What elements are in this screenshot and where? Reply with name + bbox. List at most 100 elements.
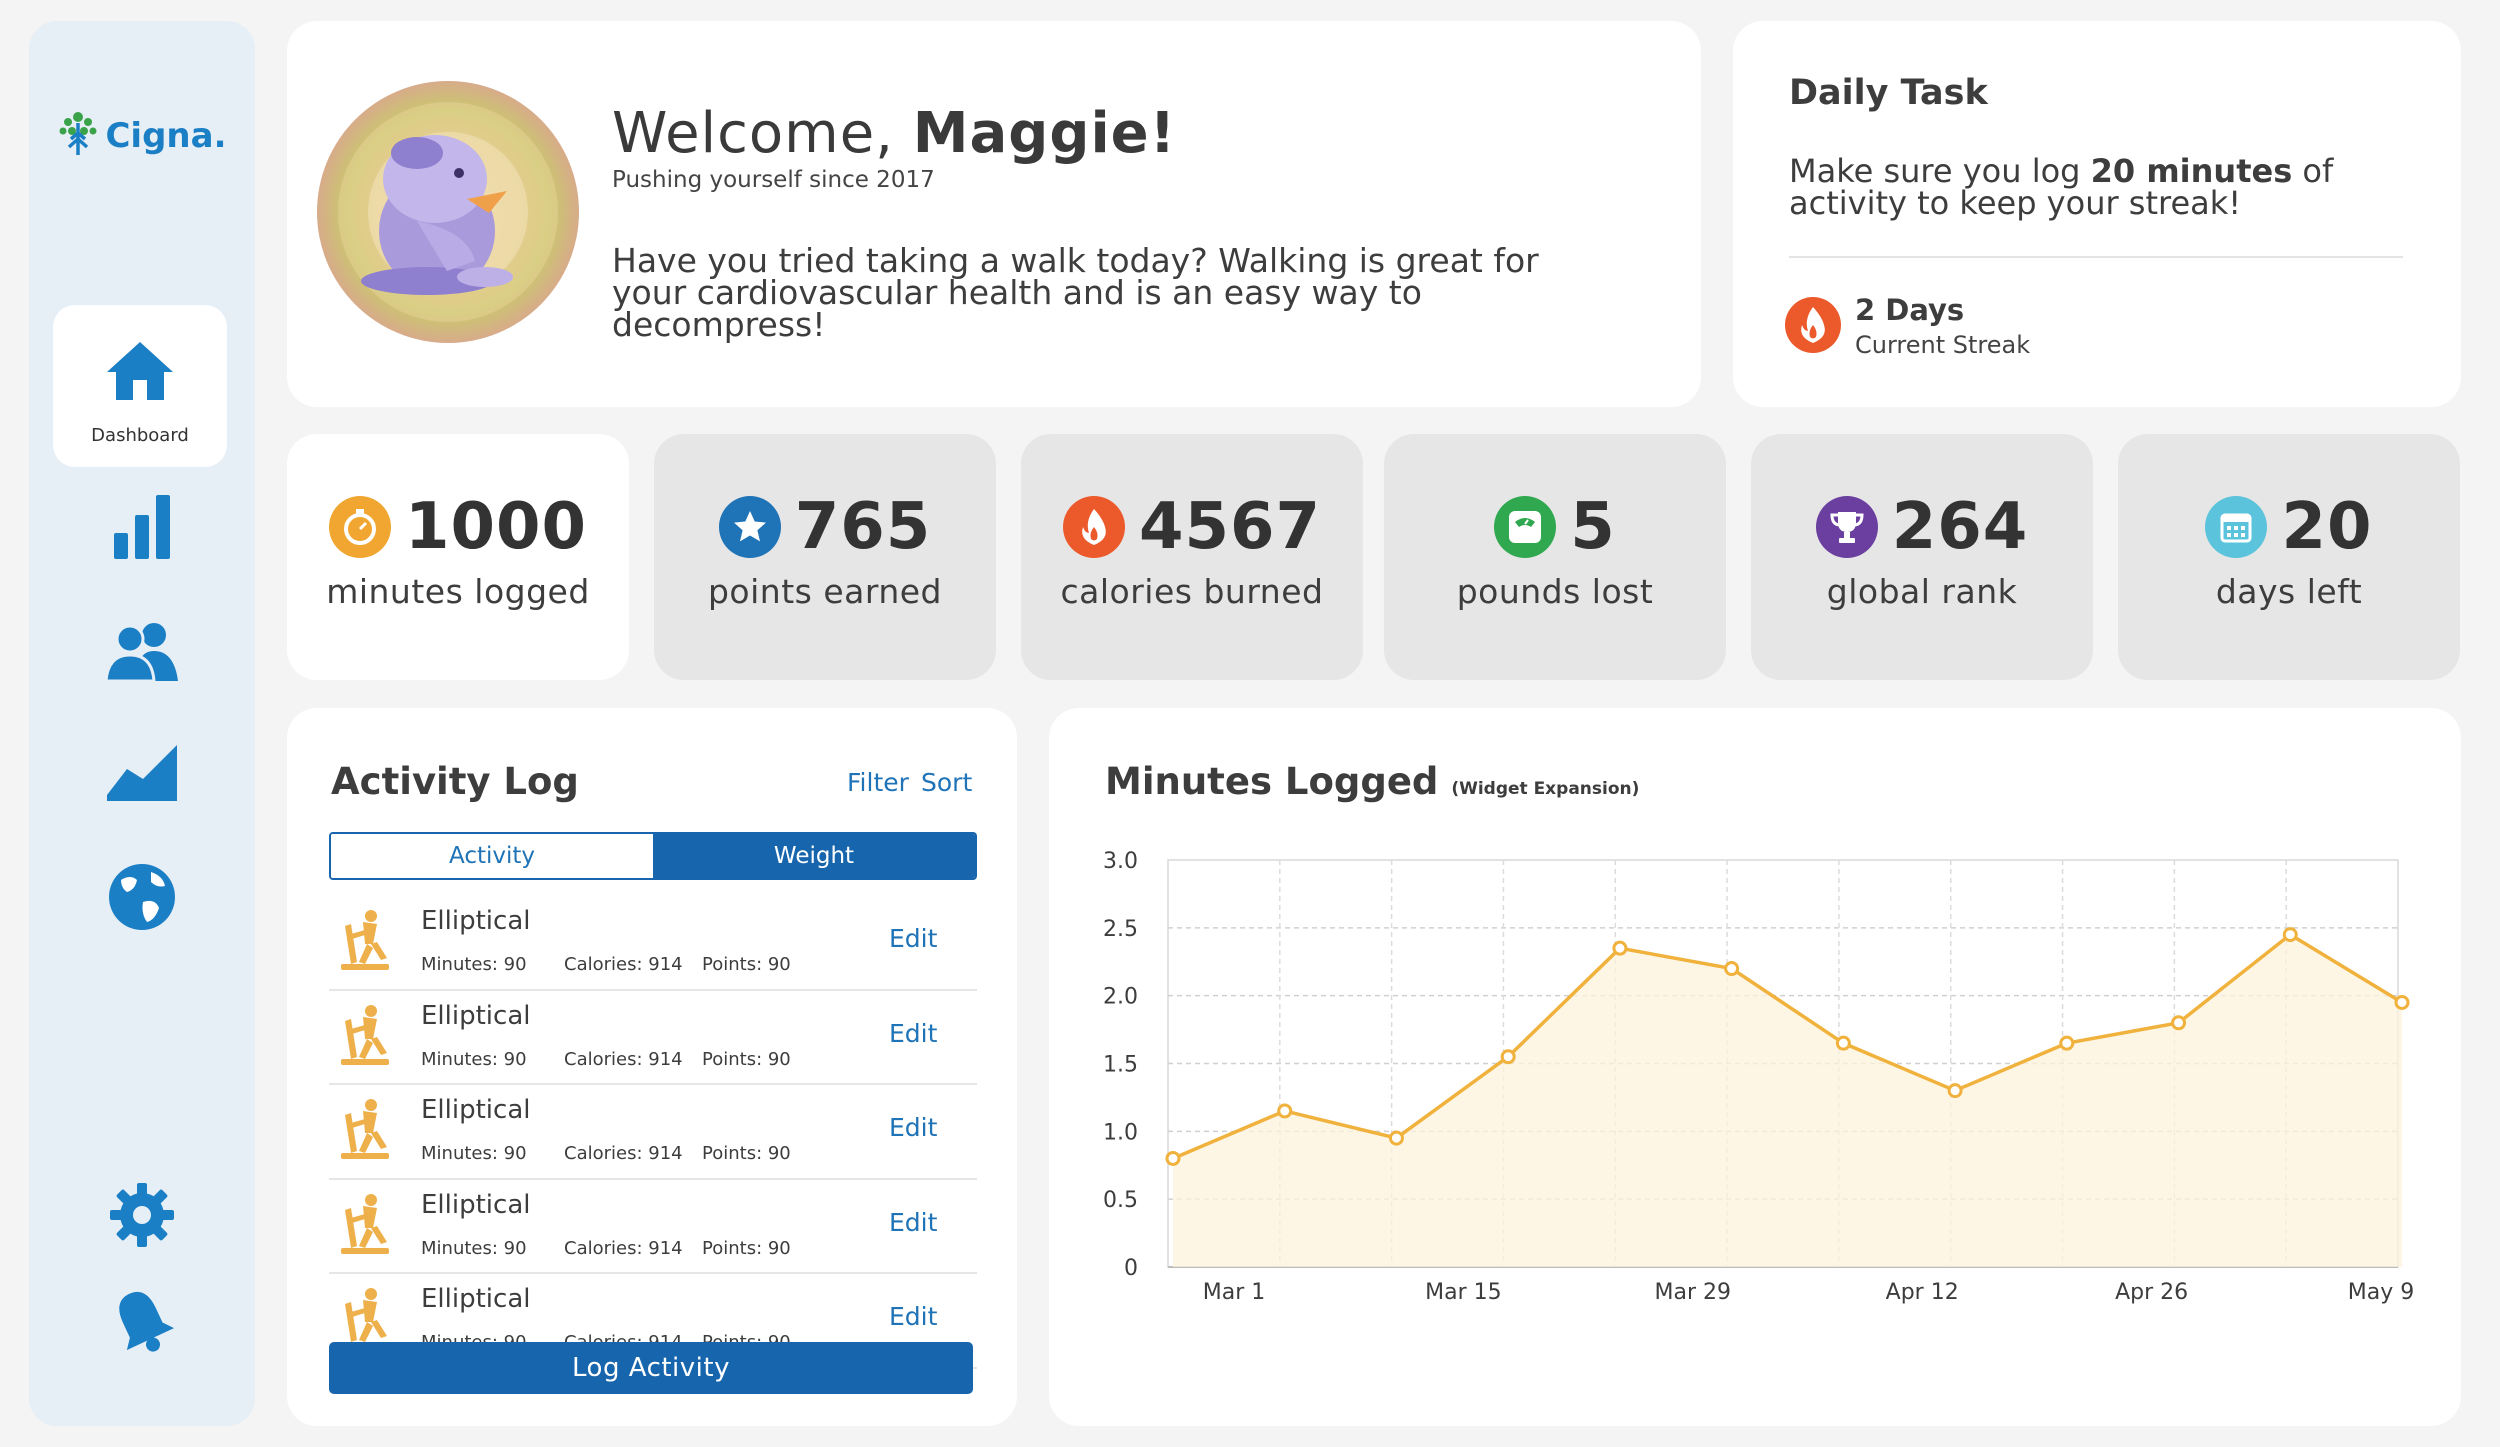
edit-link[interactable]: Edit <box>889 1302 938 1331</box>
nav-dashboard[interactable]: Dashboard <box>53 305 227 467</box>
welcome-greeting: Welcome, <box>612 101 913 166</box>
data-point <box>1947 1083 1963 1099</box>
y-tick-label: 3.0 <box>1103 849 1138 874</box>
filter-link[interactable]: Filter <box>847 768 909 797</box>
gear-icon[interactable] <box>98 1171 186 1259</box>
daily-task-title: Daily Task <box>1789 73 1988 113</box>
x-tick-label: Mar 15 <box>1425 1280 1502 1305</box>
x-tick-label: Apr 12 <box>1886 1280 1959 1305</box>
stat-label: days left <box>2215 572 2363 611</box>
elliptical-icon <box>337 1003 393 1069</box>
star-icon <box>718 496 781 558</box>
x-tick-label: May 9 <box>2348 1280 2414 1305</box>
trend-icon[interactable] <box>98 729 186 817</box>
activity-row: Elliptical Minutes: 90 Calories: 914 Points… <box>329 1180 977 1274</box>
chart-title: Minutes Logged (Widget Expansion) <box>1105 760 1639 803</box>
stat-label: calories burned <box>1060 572 1324 611</box>
chart-subtitle: (Widget Expansion) <box>1451 779 1640 799</box>
activity-calories: Calories: 914 <box>564 1143 683 1164</box>
minutes-logged-chart: 0 0.5 1.0 1.5 2.0 2.5 3.0 Mar 1 Mar 15 Mar 29 Apr … <box>1103 849 2414 1305</box>
log-activity-button[interactable]: Log Activity <box>329 1342 973 1394</box>
scale-icon <box>1494 496 1557 558</box>
activity-row: Elliptical Minutes: 90 Calories: 914 Points… <box>329 1085 977 1180</box>
avatar <box>317 81 579 343</box>
data-point <box>1277 1103 1293 1119</box>
elliptical-icon <box>337 908 393 974</box>
elliptical-icon <box>337 1097 393 1163</box>
activity-log-tabs: Activity Weight <box>329 832 977 880</box>
data-point <box>1724 961 1740 977</box>
data-point <box>1388 1130 1404 1146</box>
edit-link[interactable]: Edit <box>889 1018 938 1048</box>
activity-calories: Calories: 914 <box>564 1048 683 1070</box>
activity-log-card: Activity Log Filter Sort Activity Weight… <box>287 708 1017 1426</box>
divider <box>1789 256 2403 258</box>
calendar-icon <box>2205 496 2268 558</box>
globe-icon[interactable] <box>98 853 186 941</box>
welcome-card: Welcome, Maggie! Pushing yourself since … <box>287 21 1701 407</box>
y-tick-label: 2.5 <box>1103 917 1138 942</box>
nav-dashboard-label: Dashboard <box>91 425 189 446</box>
welcome-user-name: Maggie! <box>912 101 1177 166</box>
activity-calories: Calories: 914 <box>564 1237 683 1259</box>
activity-points: Points: 90 <box>702 954 791 975</box>
stat-value: 1000 <box>404 490 588 564</box>
edit-link[interactable]: Edit <box>889 1207 938 1237</box>
tab-activity[interactable]: Activity <box>331 834 653 878</box>
stat-label: pounds lost <box>1456 572 1654 611</box>
activity-minutes: Minutes: 90 <box>421 1143 527 1164</box>
bell-icon[interactable] <box>98 1277 186 1365</box>
y-tick-label: 2.0 <box>1103 985 1138 1010</box>
x-tick-label: Mar 1 <box>1203 1280 1266 1305</box>
daily-task-text-before: Make sure you log <box>1789 152 2091 190</box>
sort-link[interactable]: Sort <box>921 768 973 797</box>
elliptical-icon <box>337 1192 393 1258</box>
cigna-logo[interactable]: Cigna. <box>29 109 255 166</box>
data-point <box>2059 1035 2075 1051</box>
stat-value: 4567 <box>1138 490 1322 564</box>
people-icon[interactable] <box>98 607 186 695</box>
edit-link[interactable]: Edit <box>889 1113 938 1142</box>
activity-name: Elliptical <box>421 1284 531 1314</box>
y-tick-label: 1.0 <box>1103 1120 1138 1145</box>
welcome-subtitle: Pushing yourself since 2017 <box>612 167 935 193</box>
streak-days: 2 Days <box>1855 293 1965 327</box>
flame-icon <box>1785 297 1841 353</box>
edit-link[interactable]: Edit <box>889 924 938 953</box>
streak-label: Current Streak <box>1855 331 2031 359</box>
data-point <box>1835 1035 1851 1051</box>
stat-global-rank[interactable]: 264 global rank <box>1751 434 2093 680</box>
stat-minutes-logged[interactable]: 1000 minutes logged <box>287 434 629 680</box>
tree-logo-icon <box>57 109 99 166</box>
tab-weight[interactable]: Weight <box>653 834 975 878</box>
flame-icon <box>1062 496 1125 558</box>
stopwatch-icon <box>328 496 391 558</box>
stat-pounds-lost[interactable]: 5 pounds lost <box>1384 434 1726 680</box>
stat-value: 5 <box>1570 490 1616 564</box>
activity-row: Elliptical Minutes: 90 Calories: 914 Points… <box>329 991 977 1085</box>
data-point <box>1612 940 1628 956</box>
stat-value: 20 <box>2281 490 2373 564</box>
welcome-message: Have you tried taking a walk today? Walk… <box>612 241 1539 344</box>
stat-label: minutes logged <box>326 572 590 611</box>
daily-task-card: Daily Task Make sure you log 20 minutes … <box>1733 21 2461 407</box>
stat-value: 264 <box>1891 490 2029 564</box>
bar-chart-icon[interactable] <box>98 483 186 571</box>
activity-minutes: Minutes: 90 <box>421 954 527 975</box>
stat-calories-burned[interactable]: 4567 calories burned <box>1021 434 1363 680</box>
trophy-icon <box>1815 496 1878 558</box>
daily-task-text-after: of activity to keep your streak! <box>1789 152 2334 222</box>
activity-minutes: Minutes: 90 <box>421 1048 527 1070</box>
daily-task-text: Make sure you log 20 minutes of activity… <box>1789 155 2449 219</box>
activity-calories: Calories: 914 <box>564 954 683 975</box>
stat-days-left[interactable]: 20 days left <box>2118 434 2460 680</box>
stat-points-earned[interactable]: 765 points earned <box>654 434 996 680</box>
activity-points: Points: 90 <box>702 1237 791 1259</box>
activity-name: Elliptical <box>421 1189 531 1220</box>
data-point <box>1165 1150 1181 1166</box>
activity-minutes: Minutes: 90 <box>421 1237 527 1259</box>
y-tick-label: 1.5 <box>1103 1053 1138 1078</box>
activity-log-title: Activity Log <box>331 760 579 803</box>
series-line <box>1172 932 2403 1161</box>
minutes-logged-chart-card: Minutes Logged (Widget Expansion) 0 0.5 1.… <box>1049 708 2461 1426</box>
